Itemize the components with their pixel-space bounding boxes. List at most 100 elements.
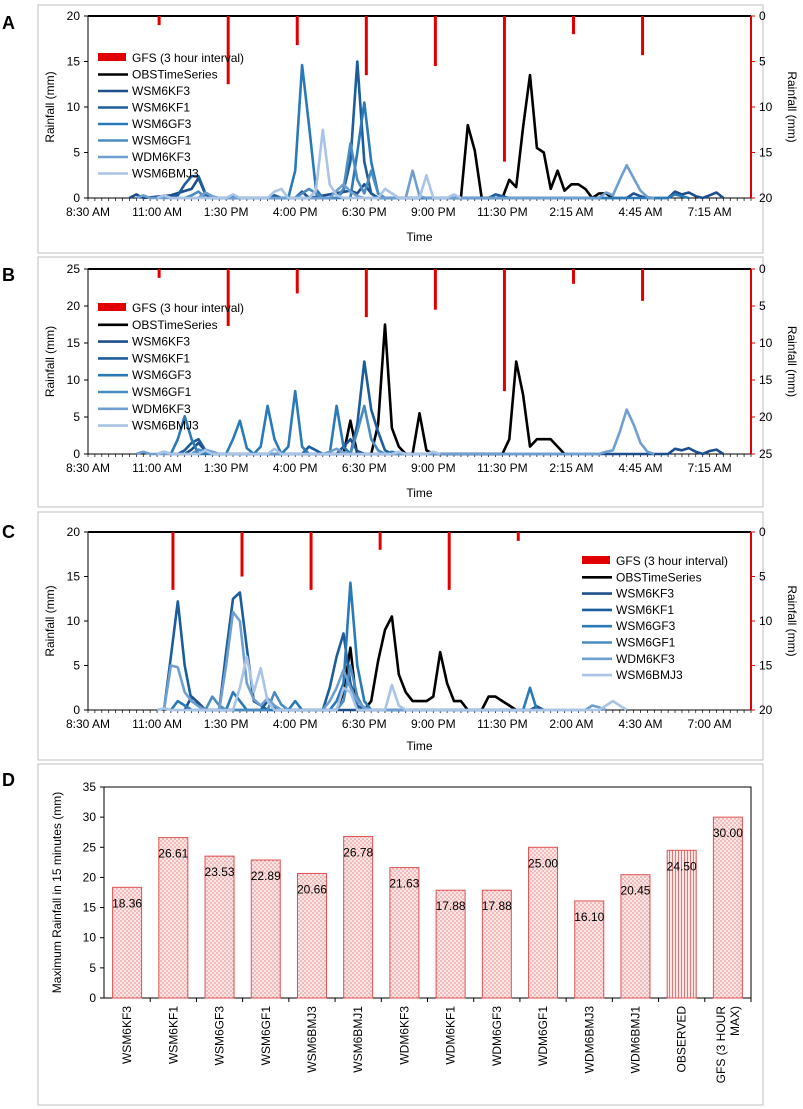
bar-wsm6gf3 — [204, 855, 235, 999]
bar-value-label: 21.63 — [389, 877, 419, 891]
gfs-bar — [502, 16, 506, 162]
gfs-bar — [378, 532, 382, 550]
y-tick-label: 15 — [83, 901, 97, 915]
series-line-wdm6kf3 — [135, 163, 655, 200]
bar-gfs-3-hour-max- — [712, 816, 743, 999]
series-line-wsm6kf3 — [156, 437, 725, 456]
y-tick-label: 5 — [73, 410, 80, 424]
bar-observed — [666, 849, 697, 999]
bar-value-label: 23.53 — [205, 865, 235, 879]
series-line-wsm6gf1 — [184, 142, 386, 200]
x-tick-label: 6:30 PM — [342, 717, 387, 731]
series-line-obstimeseries — [454, 73, 614, 200]
y-axis-title: Maximum Rainfall in 15 minutes (mm) — [50, 792, 64, 993]
y-tick-label: 25 — [67, 262, 81, 276]
y-axis-title: Rainfall (mm) — [43, 326, 57, 397]
bar-value-label: 20.66 — [297, 882, 327, 896]
bar-wdm6kf3 — [389, 867, 420, 999]
bar-wsm6bmj1 — [343, 836, 374, 999]
gfs-bar — [641, 269, 645, 301]
gfs-bar — [157, 269, 161, 278]
x-tick-label: 8:30 AM — [66, 205, 110, 219]
x-tick-label: 9:00 PM — [411, 205, 456, 219]
y-tick-label: 35 — [83, 780, 97, 794]
legend-swatch-gfs — [98, 303, 126, 311]
y-tick-label: 15 — [67, 55, 81, 69]
y-right-axis-title: Rainfall (mm) — [785, 326, 799, 397]
gfs-bar — [572, 16, 576, 35]
x-tick-label: 1:30 PM — [204, 461, 249, 475]
category-label: WDM6GF1 — [536, 1006, 550, 1066]
panel-letter: C — [2, 522, 15, 542]
bar-wdm6gf3 — [481, 889, 512, 999]
y-tick-label: 10 — [67, 614, 81, 628]
y-tick-label: 10 — [83, 931, 97, 945]
gfs-bar — [295, 269, 299, 294]
bar-wsm6gf1 — [250, 859, 281, 999]
y-tick-label: 0 — [89, 991, 96, 1005]
legend-label: OBSTimeSeries — [132, 68, 218, 82]
legend-label: WSM6KF3 — [616, 587, 674, 601]
bar-wdm6bmj3 — [574, 900, 605, 999]
gfs-bar — [447, 532, 451, 590]
gfs-bar — [240, 532, 244, 577]
gfs-bar — [433, 16, 437, 67]
y-right-tick-label: 15 — [759, 373, 773, 387]
gfs-bar — [364, 269, 368, 318]
gfs-bar — [516, 532, 520, 541]
bar-wsm6kf1 — [158, 837, 189, 999]
y-axis-title: Rainfall (mm) — [43, 71, 57, 142]
series-line-wsm6kf1 — [162, 591, 366, 712]
legend-label: WSM6GF1 — [132, 385, 192, 399]
category-label: WDM6BMJ1 — [628, 1006, 642, 1074]
legend-label: OBSTimeSeries — [132, 318, 218, 332]
y-right-tick-label: 5 — [759, 299, 766, 313]
y-right-tick-label: 15 — [759, 146, 773, 160]
bar-value-label: 24.50 — [667, 859, 697, 873]
y-right-tick-label: 0 — [759, 262, 766, 276]
x-tick-label: 6:30 PM — [342, 205, 387, 219]
bar-wsm6kf3 — [112, 886, 143, 999]
x-tick-label: 4:00 PM — [273, 461, 318, 475]
bar-wsm6bmj3 — [296, 872, 327, 999]
legend-label: GFS (3 hour interval) — [132, 51, 244, 65]
panel-d: D 0 5 10 15 20 25 30 35 Maximum Rainfall in 15 mi… — [2, 763, 764, 1106]
legend-label: WSM6GF1 — [616, 636, 676, 650]
y-tick-label: 10 — [67, 373, 81, 387]
panel-a: A 0 5 10 15 20 0 5 10 15 20 8:30 AM 11:00 AM 1:30 PM 4… — [2, 4, 799, 254]
legend-swatch-gfs — [582, 556, 610, 564]
category-label: WDM6GF3 — [490, 1006, 504, 1066]
bar-wdm6gf1 — [528, 846, 559, 999]
category-label: WSM6BMJ3 — [305, 1006, 319, 1073]
legend-label: WSM6KF3 — [132, 335, 190, 349]
legend-label: WSM6GF3 — [132, 368, 192, 382]
panel-c: C 0 5 10 15 20 0 5 10 15 20 8:30 AM 11:00 AM 1:30 PM 4… — [2, 511, 799, 761]
y-right-tick-label: 20 — [759, 703, 773, 717]
y-right-axis-title: Rainfall (mm) — [785, 585, 799, 656]
legend-label: WSM6BMJ3 — [132, 419, 199, 433]
x-tick-label: 11:00 AM — [132, 205, 182, 219]
x-tick-label: 1:30 PM — [204, 205, 249, 219]
legend-label: WDM6KF3 — [132, 150, 191, 164]
gfs-bar — [433, 269, 437, 310]
x-tick-label: 8:30 AM — [66, 717, 110, 731]
bar-wdm6kf1 — [435, 889, 466, 999]
category-label: WSM6KF3 — [120, 1006, 134, 1064]
series-line-wsm6kf1 — [177, 360, 393, 456]
y-tick-label: 30 — [83, 810, 97, 824]
y-right-tick-label: 20 — [759, 410, 773, 424]
legend-label: WSM6KF1 — [132, 101, 190, 115]
legend-label: WDM6KF3 — [616, 652, 675, 666]
y-tick-label: 5 — [73, 659, 80, 673]
y-right-tick-label: 15 — [759, 659, 773, 673]
y-right-tick-label: 0 — [759, 525, 766, 539]
bar-value-label: 22.89 — [251, 869, 281, 883]
y-tick-label: 20 — [83, 870, 97, 884]
y-tick-label: 0 — [73, 447, 80, 461]
x-axis-title: Time — [406, 739, 433, 753]
y-right-tick-label: 5 — [759, 55, 766, 69]
gfs-bar — [641, 16, 645, 56]
category-label: GFS (3 HOUR — [714, 1006, 728, 1084]
y-tick-label: 10 — [67, 100, 81, 114]
x-tick-label: 4:45 AM — [618, 205, 662, 219]
